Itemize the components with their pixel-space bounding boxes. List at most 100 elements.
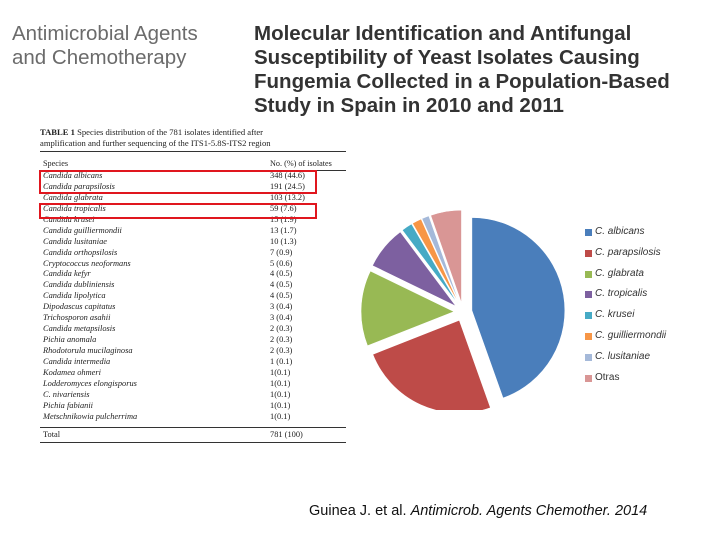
table-row: Metschnikowia pulcherrima 1(0.1) bbox=[40, 412, 346, 423]
table-row: Candida kefyr 4 (0.5) bbox=[40, 269, 346, 280]
article-title: Molecular Identification and Antifungal … bbox=[254, 22, 670, 118]
table-row: Candida metapsilosis 2 (0.3) bbox=[40, 324, 346, 335]
table-row: Lodderomyces elongisporus 1(0.1) bbox=[40, 379, 346, 390]
legend-swatch bbox=[585, 333, 592, 340]
species-name: Candida intermedia bbox=[43, 356, 111, 366]
isolate-count: 4 (0.5) bbox=[270, 291, 293, 301]
legend-label: C. guilliermondii bbox=[595, 330, 667, 341]
citation-authors: Guinea J. et al. bbox=[309, 503, 407, 519]
table-row: Candida guilliermondii 13 (1.7) bbox=[40, 226, 346, 237]
total-count: 781 (100) bbox=[270, 429, 303, 439]
species-name: Candida tropicalis bbox=[43, 203, 106, 213]
species-name: Candida metapsilosis bbox=[43, 324, 116, 334]
isolate-count: 1(0.1) bbox=[270, 389, 291, 399]
species-name: Kodamea ohmeri bbox=[43, 367, 101, 377]
table-row: Dipodascus capitatus 3 (0.4) bbox=[40, 302, 346, 313]
table-row: Candida krusei 15 (1.9) bbox=[40, 215, 346, 226]
pie-slice-c--parapsilosis bbox=[372, 319, 491, 410]
legend-label: C. tropicalis bbox=[595, 288, 648, 300]
article-title-line: Study in Spain in 2010 and 2011 bbox=[254, 94, 564, 117]
pie-slice-otras bbox=[430, 209, 462, 304]
citation-journal: Antimicrob. Agents Chemother. 2014 bbox=[410, 503, 648, 519]
isolate-count: 103 (13.2) bbox=[270, 192, 305, 202]
isolate-count: 2 (0.3) bbox=[270, 346, 293, 355]
species-name: Dipodascus capitatus bbox=[43, 302, 116, 312]
isolate-count: 13 (1.7) bbox=[270, 225, 297, 235]
total-label: Total bbox=[43, 429, 61, 439]
species-name: Metschnikowia pulcherrima bbox=[43, 411, 138, 421]
species-name: Candida parapsilosis bbox=[43, 181, 115, 191]
species-name: C. nivariensis bbox=[43, 389, 90, 399]
isolate-count: 10 (1.3) bbox=[270, 236, 297, 246]
isolate-count: 15 (1.9) bbox=[270, 214, 297, 224]
article-title-line: Molecular Identification and Antifungal bbox=[254, 22, 632, 45]
legend-swatch bbox=[585, 229, 592, 236]
pie-slice-c--tropicalis bbox=[372, 231, 457, 307]
table-caption-text: Species distribution of the 781 isolates… bbox=[77, 127, 264, 137]
citation: Guinea J. et al. Antimicrob. Agents Chem… bbox=[309, 503, 647, 519]
table-caption: TABLE 1 Species distribution of the 781 … bbox=[40, 127, 346, 148]
table-row: Pichia fabianii 1(0.1) bbox=[40, 401, 346, 412]
table-row: Candida orthopsilosis 7 (0.9) bbox=[40, 248, 346, 259]
legend-swatch bbox=[585, 291, 592, 299]
table-body: Candida albicans 348 (44.6) Candida paraps… bbox=[40, 171, 346, 423]
table-row: C. nivariensis 1(0.1) bbox=[40, 390, 346, 401]
article-title-line: Susceptibility of Yeast Isolates Causing bbox=[254, 46, 640, 69]
journal-name-line: and Chemotherapy bbox=[12, 46, 187, 69]
legend-label: C. glabrata bbox=[595, 267, 644, 279]
table-row: Rhodotorula mucilaginosa 2 (0.3) bbox=[40, 346, 346, 357]
legend-swatch bbox=[585, 312, 592, 320]
column-header-species: Species bbox=[43, 159, 69, 168]
species-name: Candida lipolytica bbox=[43, 291, 106, 301]
species-name: Candida dubliniensis bbox=[43, 280, 115, 290]
legend-swatch bbox=[585, 374, 592, 382]
species-name: Cryptococcus neoformans bbox=[43, 258, 131, 268]
species-table: TABLE 1 Species distribution of the 781 … bbox=[40, 127, 346, 443]
isolate-count: 1(0.1) bbox=[270, 411, 291, 421]
isolate-count: 2 (0.3) bbox=[270, 324, 293, 334]
journal-name-line: Antimicrobial Agents bbox=[12, 22, 198, 45]
isolate-count: 1(0.1) bbox=[270, 367, 291, 377]
species-pie-chart bbox=[360, 209, 566, 410]
legend-swatch bbox=[585, 249, 592, 257]
species-name: Candida krusei bbox=[43, 214, 95, 224]
isolate-count: 4 (0.5) bbox=[270, 269, 293, 279]
table-row: Candida parapsilosis 191 (24.5) bbox=[40, 182, 346, 193]
isolate-count: 2 (0.3) bbox=[270, 335, 293, 345]
isolate-count: 1(0.1) bbox=[270, 378, 291, 388]
isolate-count: 7 (0.9) bbox=[270, 247, 293, 257]
legend-label: Otras bbox=[595, 371, 620, 383]
highlight-box-top-species bbox=[39, 170, 317, 194]
species-name: Candida kefyr bbox=[43, 269, 91, 279]
table-row: Candida lusitaniae 10 (1.3) bbox=[40, 237, 346, 248]
table-row: Pichia anomala 2 (0.3) bbox=[40, 335, 346, 346]
pie-slice-c--krusei bbox=[401, 223, 459, 305]
legend-label: C. krusei bbox=[595, 309, 635, 321]
table-row: Trichosporon asahii 3 (0.4) bbox=[40, 313, 346, 324]
legend-label: C. albicans bbox=[595, 226, 645, 237]
isolate-count: 59 (7.6) bbox=[270, 203, 297, 213]
pie-slice-c--glabrata bbox=[360, 270, 455, 347]
table-row: Kodamea ohmeri 1(0.1) bbox=[40, 368, 346, 379]
species-name: Candida glabrata bbox=[43, 192, 103, 202]
legend-label: C. parapsilosis bbox=[595, 246, 661, 258]
isolate-count: 1(0.1) bbox=[270, 400, 291, 410]
column-header-count: No. (%) of isolates bbox=[270, 159, 332, 168]
table-row: Candida tropicalis 59 (7.6) bbox=[40, 204, 346, 215]
species-name: Lodderomyces elongisporus bbox=[43, 378, 137, 388]
table-row: Candida dubliniensis 4 (0.5) bbox=[40, 280, 346, 291]
legend-swatch bbox=[585, 270, 592, 278]
table-top-rule bbox=[40, 151, 346, 152]
legend-label: C. lusitaniae bbox=[595, 350, 651, 362]
isolate-count: 5 (0.6) bbox=[270, 258, 293, 268]
species-name: Candida orthopsilosis bbox=[43, 247, 118, 257]
table-row: Cryptococcus neoformans 5 (0.6) bbox=[40, 259, 346, 270]
table-header: Species No. (%) of isolates bbox=[40, 157, 346, 171]
isolate-count: 3 (0.4) bbox=[270, 313, 293, 323]
table-row: Candida albicans 348 (44.6) bbox=[40, 171, 346, 182]
species-name: Pichia anomala bbox=[43, 335, 97, 345]
highlight-box-tropicalis bbox=[39, 203, 317, 219]
pie-slice-c--guilliermondii bbox=[412, 218, 460, 305]
isolate-count: 4 (0.5) bbox=[270, 280, 293, 290]
isolate-count: 348 (44.6) bbox=[270, 171, 305, 180]
